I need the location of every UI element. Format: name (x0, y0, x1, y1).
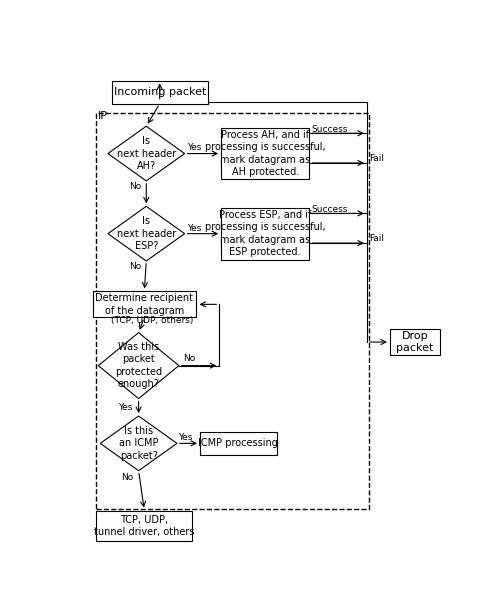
Text: Is
next header
ESP?: Is next header ESP? (117, 216, 176, 251)
Text: Process AH, and if
processing is successful,
mark datagram as
AH protected.: Process AH, and if processing is success… (205, 130, 326, 177)
Polygon shape (108, 206, 185, 261)
Text: Determine recipient
of the datagram: Determine recipient of the datagram (96, 293, 194, 316)
Text: Yes: Yes (178, 433, 193, 442)
Text: (TCP, UDP, others): (TCP, UDP, others) (111, 316, 193, 325)
FancyBboxPatch shape (97, 510, 192, 541)
Polygon shape (99, 332, 179, 398)
FancyBboxPatch shape (93, 291, 196, 317)
FancyBboxPatch shape (200, 432, 277, 455)
Text: Was this
packet
protected
enough?: Was this packet protected enough? (115, 342, 162, 389)
Text: Drop
packet: Drop packet (396, 331, 434, 353)
Text: Process ESP, and if
processing is successful,
mark datagram as
ESP protected.: Process ESP, and if processing is succes… (205, 210, 326, 257)
Text: Yes: Yes (187, 143, 201, 152)
Text: Success: Success (311, 204, 347, 214)
FancyBboxPatch shape (112, 81, 208, 103)
FancyBboxPatch shape (390, 329, 440, 355)
Text: No: No (129, 182, 141, 191)
Text: Yes: Yes (187, 223, 201, 233)
Polygon shape (100, 416, 177, 471)
FancyBboxPatch shape (221, 207, 309, 259)
Text: No: No (121, 473, 133, 482)
Text: IP: IP (99, 111, 108, 121)
Text: ICMP processing: ICMP processing (198, 438, 278, 449)
Text: Success: Success (311, 125, 347, 133)
Text: No: No (129, 262, 141, 271)
Text: Fail: Fail (369, 154, 384, 163)
Text: Fail: Fail (369, 234, 384, 243)
Text: Incoming packet: Incoming packet (113, 88, 206, 97)
Text: TCP, UDP,
tunnel driver, others: TCP, UDP, tunnel driver, others (94, 515, 195, 537)
Text: Yes: Yes (118, 403, 132, 412)
FancyBboxPatch shape (221, 128, 309, 179)
Text: Is
next header
AH?: Is next header AH? (117, 136, 176, 171)
Text: Is this
an ICMP
packet?: Is this an ICMP packet? (119, 426, 158, 461)
Polygon shape (108, 126, 185, 181)
Text: No: No (184, 354, 196, 363)
